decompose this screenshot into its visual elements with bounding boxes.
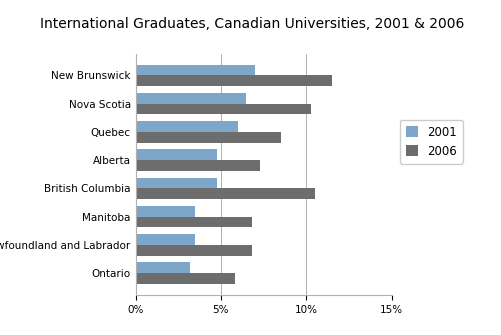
Bar — [135, 178, 217, 188]
Bar — [135, 121, 237, 132]
Bar — [135, 160, 260, 171]
Bar — [135, 188, 314, 199]
Bar — [135, 206, 195, 217]
Bar — [135, 132, 280, 143]
Bar — [135, 217, 251, 227]
Bar — [135, 245, 251, 256]
Bar — [135, 75, 331, 86]
Legend: 2001, 2006: 2001, 2006 — [399, 120, 462, 163]
Bar — [135, 104, 311, 114]
Bar — [135, 93, 246, 104]
Bar — [135, 65, 255, 75]
Bar — [135, 273, 234, 284]
Bar — [135, 262, 190, 273]
Bar — [135, 234, 195, 245]
Bar — [135, 149, 217, 160]
Text: International Graduates, Canadian Universities, 2001 & 2006: International Graduates, Canadian Univer… — [40, 17, 463, 31]
